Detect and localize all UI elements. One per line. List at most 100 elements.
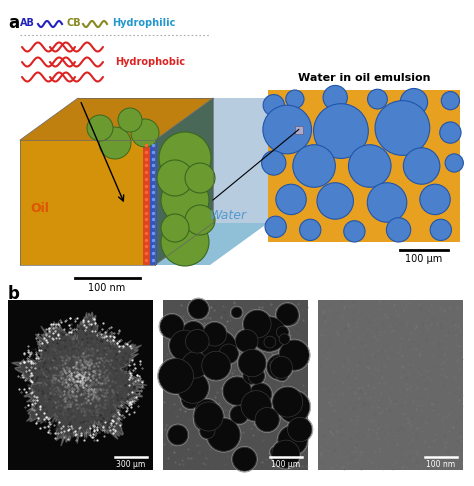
Circle shape	[263, 105, 311, 154]
Circle shape	[386, 218, 410, 242]
Polygon shape	[12, 312, 147, 446]
Circle shape	[270, 360, 281, 371]
Circle shape	[293, 145, 336, 187]
Circle shape	[182, 322, 205, 344]
Circle shape	[278, 391, 310, 422]
Polygon shape	[20, 98, 213, 140]
Circle shape	[288, 417, 312, 442]
Circle shape	[256, 396, 270, 410]
Bar	[268, 90, 460, 242]
Circle shape	[177, 372, 209, 403]
Circle shape	[279, 340, 309, 370]
Circle shape	[161, 176, 209, 224]
Circle shape	[159, 132, 211, 184]
Text: 100 nm: 100 nm	[427, 460, 456, 469]
Circle shape	[276, 184, 306, 215]
Circle shape	[243, 367, 260, 384]
Circle shape	[170, 330, 200, 361]
Circle shape	[279, 334, 290, 345]
Circle shape	[233, 447, 256, 471]
Circle shape	[238, 349, 266, 377]
Circle shape	[255, 408, 279, 432]
Circle shape	[189, 299, 209, 319]
Circle shape	[420, 184, 450, 215]
Circle shape	[248, 368, 264, 384]
Circle shape	[201, 330, 237, 366]
Circle shape	[281, 308, 298, 325]
Circle shape	[275, 368, 288, 381]
Circle shape	[219, 344, 238, 364]
Circle shape	[317, 183, 354, 219]
Circle shape	[87, 115, 113, 141]
Circle shape	[231, 307, 242, 318]
Circle shape	[323, 86, 347, 110]
Circle shape	[199, 362, 210, 373]
Circle shape	[158, 359, 193, 394]
Text: 100 μm: 100 μm	[272, 460, 301, 469]
Circle shape	[161, 214, 189, 242]
Circle shape	[236, 330, 258, 352]
Circle shape	[241, 391, 272, 421]
Circle shape	[270, 356, 292, 378]
Circle shape	[367, 89, 387, 109]
Text: AB: AB	[20, 18, 35, 28]
Circle shape	[207, 418, 240, 451]
Circle shape	[195, 358, 207, 370]
Circle shape	[168, 425, 188, 445]
Text: Water in oil emulsion: Water in oil emulsion	[298, 73, 430, 83]
Circle shape	[194, 402, 223, 431]
Circle shape	[255, 406, 274, 425]
Polygon shape	[20, 140, 155, 265]
Circle shape	[164, 366, 191, 393]
Circle shape	[118, 108, 142, 132]
Circle shape	[210, 353, 227, 369]
Circle shape	[131, 119, 159, 147]
Circle shape	[223, 377, 251, 405]
Circle shape	[249, 383, 272, 405]
Polygon shape	[155, 223, 268, 265]
Circle shape	[286, 90, 304, 108]
Circle shape	[202, 351, 230, 380]
Polygon shape	[143, 140, 150, 265]
Text: 100 nm: 100 nm	[88, 283, 126, 293]
Text: Hydrophobic: Hydrophobic	[115, 57, 185, 67]
Text: 300 μm: 300 μm	[117, 460, 146, 469]
Circle shape	[375, 101, 430, 156]
Circle shape	[200, 423, 215, 438]
Circle shape	[160, 314, 184, 338]
Circle shape	[262, 151, 286, 175]
Polygon shape	[150, 140, 157, 265]
Bar	[318, 300, 463, 470]
Circle shape	[263, 95, 284, 116]
Bar	[295, 125, 303, 134]
Circle shape	[252, 317, 286, 351]
Circle shape	[182, 391, 200, 409]
Circle shape	[348, 145, 391, 187]
Circle shape	[190, 330, 207, 348]
Circle shape	[182, 351, 208, 378]
Circle shape	[400, 88, 428, 116]
Circle shape	[403, 148, 440, 184]
Bar	[8, 300, 153, 470]
Circle shape	[277, 304, 298, 325]
Text: 100 μm: 100 μm	[405, 254, 443, 264]
Text: a: a	[8, 14, 19, 32]
Circle shape	[367, 183, 407, 222]
Circle shape	[185, 163, 215, 193]
Circle shape	[264, 336, 276, 348]
Circle shape	[244, 310, 271, 338]
Circle shape	[230, 406, 248, 424]
Circle shape	[157, 160, 193, 196]
Circle shape	[185, 205, 215, 235]
Circle shape	[344, 221, 365, 242]
Circle shape	[265, 216, 286, 238]
Circle shape	[441, 91, 459, 110]
Circle shape	[300, 219, 321, 241]
Polygon shape	[155, 98, 213, 265]
Circle shape	[161, 218, 209, 266]
Circle shape	[314, 104, 368, 158]
Circle shape	[273, 387, 303, 417]
Circle shape	[271, 447, 281, 457]
Text: Water: Water	[210, 208, 246, 222]
Circle shape	[267, 355, 292, 380]
